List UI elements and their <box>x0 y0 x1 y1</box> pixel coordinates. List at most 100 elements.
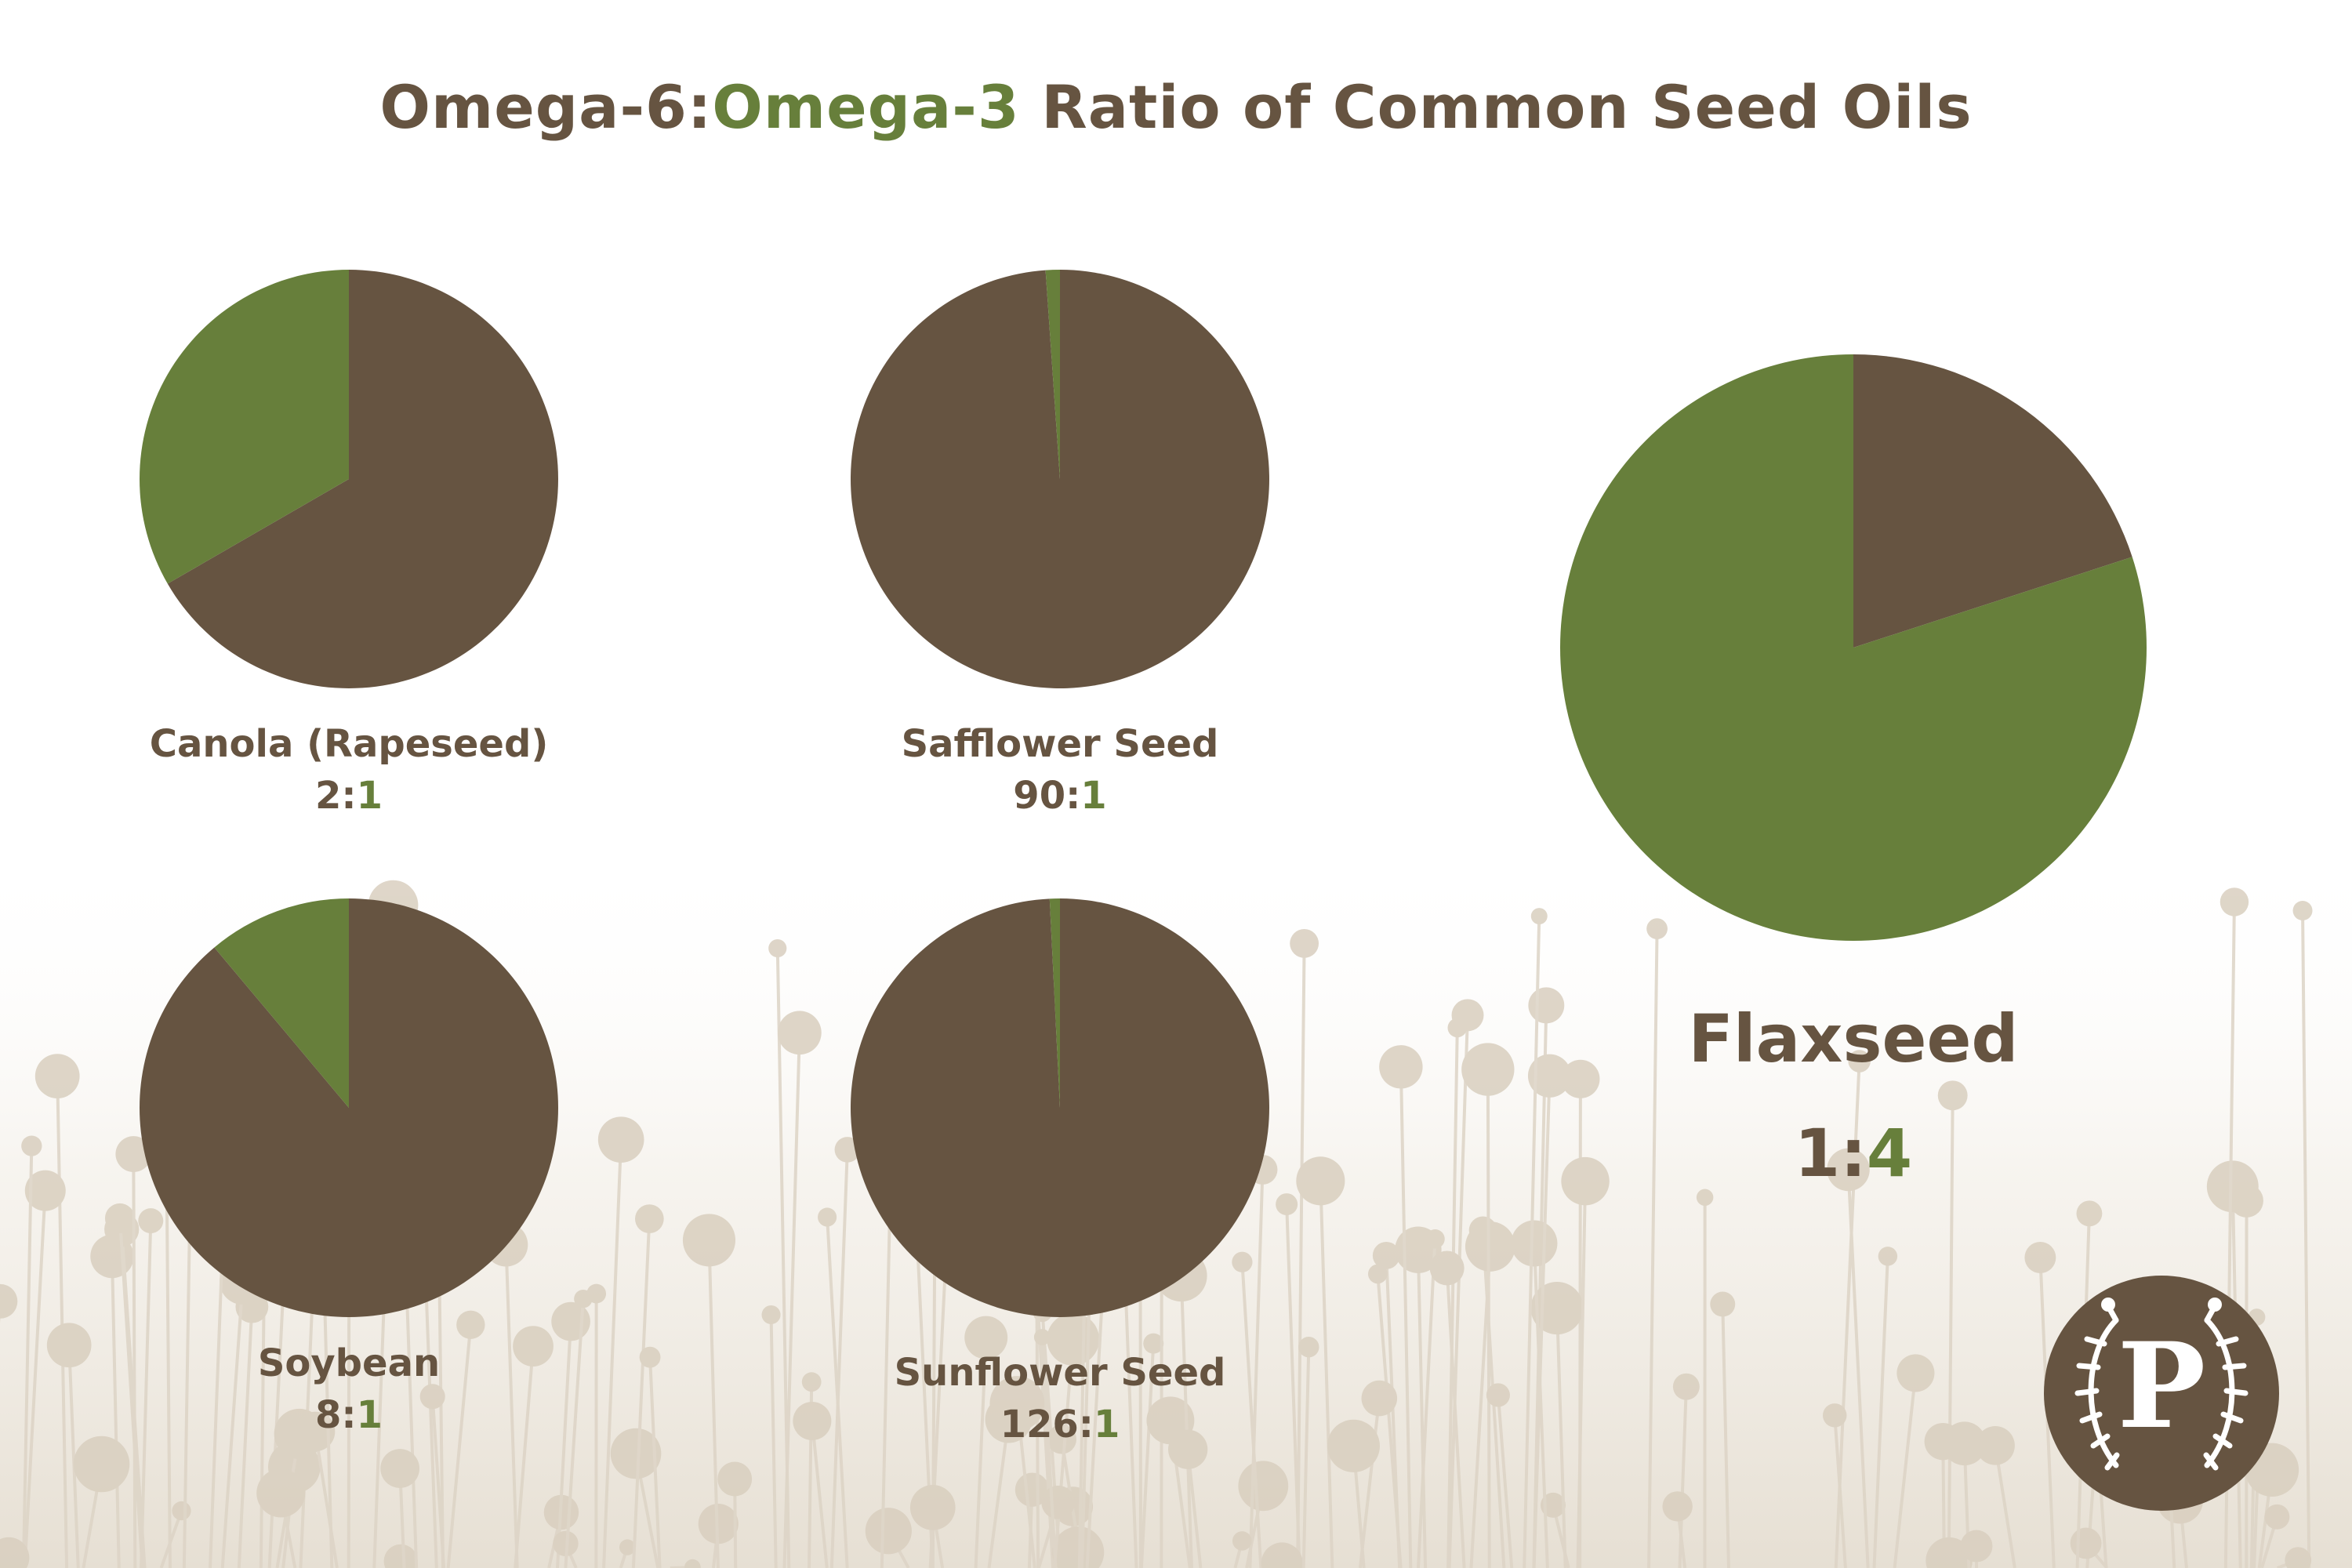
flower-stem <box>1052 1339 1075 1568</box>
flower-bud <box>1298 1336 1319 1358</box>
flower-stem <box>707 1240 720 1568</box>
flower-bud <box>1827 1148 1870 1192</box>
flower-bud <box>1937 1080 1968 1111</box>
flower-bud <box>1696 1189 1714 1207</box>
ratio-safflower-right: 1 <box>1080 774 1107 818</box>
flower-stem <box>1721 1304 1730 1568</box>
flower-bud <box>761 1305 781 1325</box>
ratio-flaxseed-right: 4 <box>1866 1115 1913 1192</box>
flower-bud <box>513 1326 554 1367</box>
name-safflower-seed: Safflower Seed <box>901 722 1219 766</box>
flower-bud <box>1047 1425 1077 1454</box>
ratio-canola-left: 2 <box>314 774 342 818</box>
flower-bud <box>597 1116 644 1163</box>
label-flaxseed: Flaxseed 1:4 <box>1540 996 2167 1196</box>
flower-stem <box>1846 1169 1870 1568</box>
slice-omega6-flaxseed <box>1853 354 2132 648</box>
flower-bud <box>419 1384 445 1410</box>
flower-stem <box>810 1421 829 1568</box>
flower-stem <box>1376 1273 1403 1568</box>
flower-stem <box>1833 1415 1847 1568</box>
ratio-sunflower-left: 126 <box>1000 1403 1079 1446</box>
flower-bud <box>1372 1241 1400 1269</box>
label-sunflower-seed: Sunflower Seed 126:1 <box>825 1347 1295 1450</box>
flower-bud <box>985 1396 1033 1443</box>
flower-bud <box>793 1401 832 1441</box>
slice-omega6-canola-rapeseed <box>167 270 558 688</box>
flower-bud <box>2206 1160 2259 1213</box>
flower-bud <box>1646 918 1668 940</box>
flower-bud <box>380 1449 420 1488</box>
slice-omega3-soybean <box>214 898 349 1108</box>
label-canola: Canola (Rapeseed) 2:1 <box>114 718 584 822</box>
pie-soybean <box>140 898 558 1317</box>
flower-bud <box>295 1411 336 1452</box>
flower-stem <box>1358 1398 1381 1568</box>
name-sunflower-seed: Sunflower Seed <box>894 1351 1226 1395</box>
flower-bud <box>0 1537 30 1568</box>
flower-stem <box>829 1149 849 1568</box>
flower-stem <box>987 1419 1011 1568</box>
flower-stem <box>220 1281 245 1568</box>
flower-stem <box>1486 1069 1491 1568</box>
flower-bud <box>2070 1527 2102 1559</box>
flower-stem <box>564 1298 585 1568</box>
flower-bud <box>1041 1485 1076 1519</box>
flower-bud <box>1447 1018 1468 1038</box>
ratio-canola: 2:1 <box>314 774 383 818</box>
flower-stem <box>118 1218 144 1568</box>
flower-bud <box>2220 887 2249 916</box>
flower-stem <box>1399 1066 1413 1568</box>
flower-stem <box>504 1244 519 1568</box>
flower-bud <box>2024 1242 2056 1273</box>
flower-bud <box>1168 1429 1208 1469</box>
flower-stem <box>132 1154 137 1568</box>
flower-bud <box>1662 1491 1693 1522</box>
flower-bud <box>1465 1221 1515 1272</box>
flower-bud <box>1238 1461 1289 1512</box>
flower-bud <box>1296 1156 1345 1206</box>
flower-stem <box>1301 1347 1311 1568</box>
flower-stem <box>1555 1308 1567 1568</box>
flower-bud <box>1527 1054 1572 1098</box>
flower-bud <box>1047 1312 1100 1366</box>
flower-bud <box>46 1323 92 1368</box>
flower-bud <box>1848 1050 1871 1073</box>
name-canola: Canola (Rapeseed) <box>149 722 549 766</box>
flower-bud <box>1425 1229 1445 1249</box>
ratio-flaxseed-left: 1 <box>1794 1115 1841 1192</box>
p-monogram-wreath-icon: P <box>2044 1276 2279 1511</box>
flower-stem <box>782 1033 801 1568</box>
flower-bud <box>684 1559 701 1568</box>
flower-bud <box>1290 928 1319 958</box>
name-soybean: Soybean <box>257 1341 441 1385</box>
flower-bud <box>1232 1251 1253 1272</box>
flower-stem <box>1947 1095 1955 1568</box>
flower-bud <box>115 1136 152 1172</box>
flower-bud <box>1327 1419 1381 1472</box>
flower-bud <box>1014 1472 1050 1507</box>
flower-stem <box>1523 916 1541 1568</box>
flower-stem <box>140 1221 153 1568</box>
flower-stem <box>56 1076 69 1568</box>
flower-stem <box>1893 1373 1918 1568</box>
flower-bud <box>682 1214 736 1267</box>
slice-omega6-soybean <box>140 898 558 1317</box>
flower-stem <box>974 1338 988 1568</box>
flower-bud <box>1429 1250 1465 1286</box>
flower-stem <box>1496 1395 1514 1568</box>
slice-omega3-sunflower-seed <box>1049 898 1060 1108</box>
flower-stem <box>1240 1261 1263 1568</box>
flower-bud <box>2285 1547 2312 1568</box>
flower-bud <box>1511 1220 1558 1267</box>
ratio-sunflower-right: 1 <box>1094 1403 1120 1446</box>
flower-bud <box>964 1316 1008 1359</box>
flower-bud <box>1540 1492 1566 1518</box>
flower-stem <box>556 1321 573 1568</box>
flower-bud <box>1672 1373 1700 1400</box>
flower-bud <box>1561 1156 1610 1206</box>
flower-bud <box>24 1170 66 1211</box>
flower-bud <box>610 1428 662 1479</box>
flower-stem <box>1872 1256 1889 1568</box>
flower-bud <box>0 1283 18 1319</box>
